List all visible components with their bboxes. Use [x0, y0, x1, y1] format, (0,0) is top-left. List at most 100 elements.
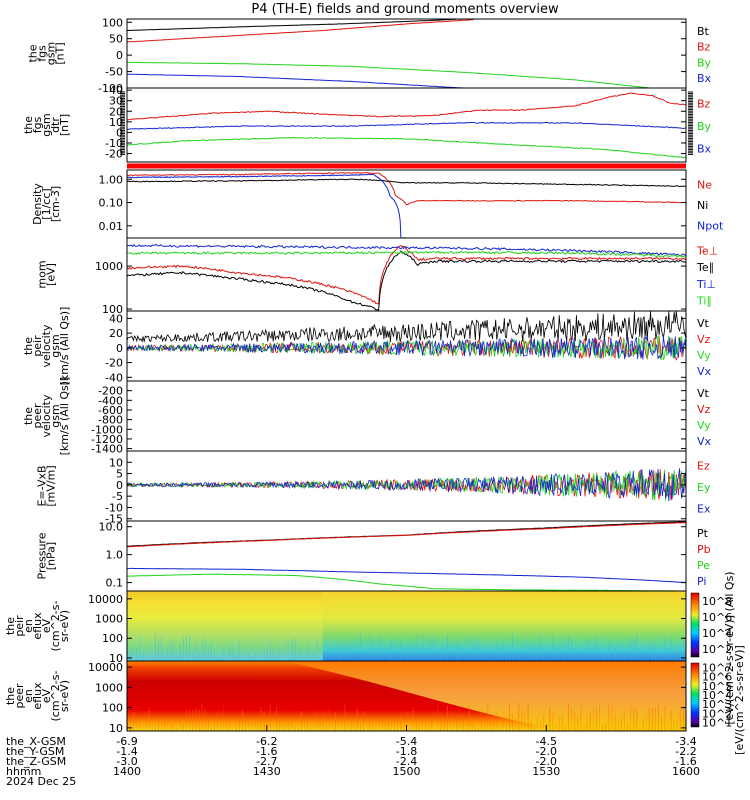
heatmap-streak: [611, 705, 613, 731]
y-tick-label: -200: [98, 385, 123, 398]
heatmap-streak: [217, 714, 219, 731]
heatmap-streak: [481, 709, 483, 731]
legend-Ti∥: Ti∥: [696, 295, 712, 308]
heatmap-streak: [400, 641, 402, 661]
heatmap-streak: [310, 723, 312, 731]
heatmap-streak: [316, 710, 318, 731]
heatmap-streak: [431, 637, 433, 661]
heatmap-streak: [276, 706, 278, 731]
heatmap-streak: [263, 646, 265, 661]
legend-Vx: Vx: [697, 435, 712, 448]
heatmap-streak: [567, 703, 569, 731]
heatmap-streak: [204, 636, 206, 661]
heatmap-streak: [602, 652, 604, 661]
heatmap-streak: [297, 643, 299, 661]
heatmap-streak: [176, 655, 178, 661]
panel-pressure: 10.0 1.0 0.1 Pressure[nPa] Pt Pb Pe Pi: [36, 520, 711, 592]
heatmap-streak: [515, 656, 517, 661]
panel-frame: [126, 520, 687, 592]
heatmap-streak: [595, 709, 597, 731]
heatmap-streak: [626, 723, 628, 731]
y-tick-label: 20: [109, 327, 123, 340]
heatmap-streak: [241, 709, 243, 731]
heatmap-streak: [316, 638, 318, 661]
y-axis-label: gsm: [49, 404, 62, 427]
heatmap-streak: [223, 648, 225, 661]
heatmap-streak: [248, 714, 250, 731]
y-axis-label: en: [22, 619, 35, 633]
heatmap-streak: [220, 723, 222, 731]
heatmap-streak: [518, 655, 520, 661]
heatmap-streak: [378, 714, 380, 731]
heatmap-streak: [195, 708, 197, 731]
plot-area-fgs_gsm: [127, 19, 655, 88]
y-tick-label: 10000: [88, 661, 123, 674]
heatmap-streak: [428, 719, 430, 731]
y-tick-label: 0: [116, 342, 123, 355]
y-tick-label: 100: [102, 702, 123, 715]
heatmap-streak: [282, 725, 284, 731]
series-line-Te∥: [127, 249, 686, 311]
heatmap-streak: [353, 656, 355, 661]
series-line-Bt: [127, 19, 471, 32]
heatmap-streak: [574, 651, 576, 661]
heatmap-streak: [437, 705, 439, 731]
heatmap-streak: [422, 634, 424, 661]
heatmap-streak: [682, 641, 684, 661]
heatmap-streak: [645, 714, 647, 731]
y-axis-label: [km/s (All Qs)]: [58, 377, 71, 456]
y-axis-label: [nT]: [58, 114, 71, 136]
heatmap-streak: [468, 649, 470, 661]
heatmap-streak: [434, 634, 436, 661]
heatmap-streak: [456, 642, 458, 661]
heatmap-streak: [648, 643, 650, 661]
heatmap-streak: [192, 710, 194, 731]
heatmap-streak: [443, 644, 445, 661]
legend-Bt: Bt: [697, 25, 710, 38]
series-line-Te⊥: [127, 245, 686, 305]
heatmap-streak: [331, 655, 333, 661]
heatmap-streak: [468, 705, 470, 731]
y-tick-label: -400: [98, 394, 123, 407]
heatmap-streak: [384, 722, 386, 731]
y-tick-label: 100: [102, 16, 123, 29]
heatmap-streak: [173, 724, 175, 731]
heatmap-streak: [679, 648, 681, 661]
series-line-By: [127, 61, 655, 88]
series-line-Pe: [127, 573, 686, 591]
y-tick-label: -10: [105, 137, 123, 150]
heatmap-streak: [338, 647, 340, 661]
heatmap-streak: [170, 723, 172, 731]
heatmap-streak: [307, 645, 309, 661]
y-tick-label: 40: [109, 84, 123, 97]
x-tick-label: -1.4: [116, 745, 137, 758]
heatmap-streak: [139, 715, 141, 731]
heatmap-streak: [182, 723, 184, 731]
heatmap-streak: [512, 713, 514, 731]
heatmap-streak: [561, 714, 563, 731]
heatmap-streak: [471, 721, 473, 731]
panel-temperature: 1000 100 mom[eV] Te⊥ Te∥ Ti⊥ Ti∥: [36, 237, 718, 316]
legend-Vy: Vy: [697, 349, 711, 362]
heatmap-streak: [549, 707, 551, 731]
x-tick-label: 1500: [393, 765, 421, 778]
colorbar-tick: 10^2: [702, 707, 732, 720]
heatmap-streak: [487, 703, 489, 731]
y-axis-label: the: [4, 687, 17, 705]
heatmap-streak: [564, 725, 566, 731]
colorbar-tick: 10^5: [702, 680, 732, 693]
legend-By: By: [697, 56, 712, 69]
heatmap-streak: [297, 726, 299, 731]
heatmap-streak: [148, 650, 150, 661]
heatmap-streak: [412, 707, 414, 731]
plot-area-peir_en_eflux: [127, 591, 686, 661]
heatmap-streak: [164, 720, 166, 731]
heatmap-streak: [651, 708, 653, 731]
y-axis-label: eflux: [31, 612, 44, 640]
heatmap-streak: [599, 650, 601, 661]
y-axis-label: (cm^2-s-: [49, 601, 62, 652]
y-tick-label: 10: [109, 652, 123, 665]
heatmap-streak: [145, 722, 147, 731]
legend-Pi: Pi: [697, 575, 706, 588]
